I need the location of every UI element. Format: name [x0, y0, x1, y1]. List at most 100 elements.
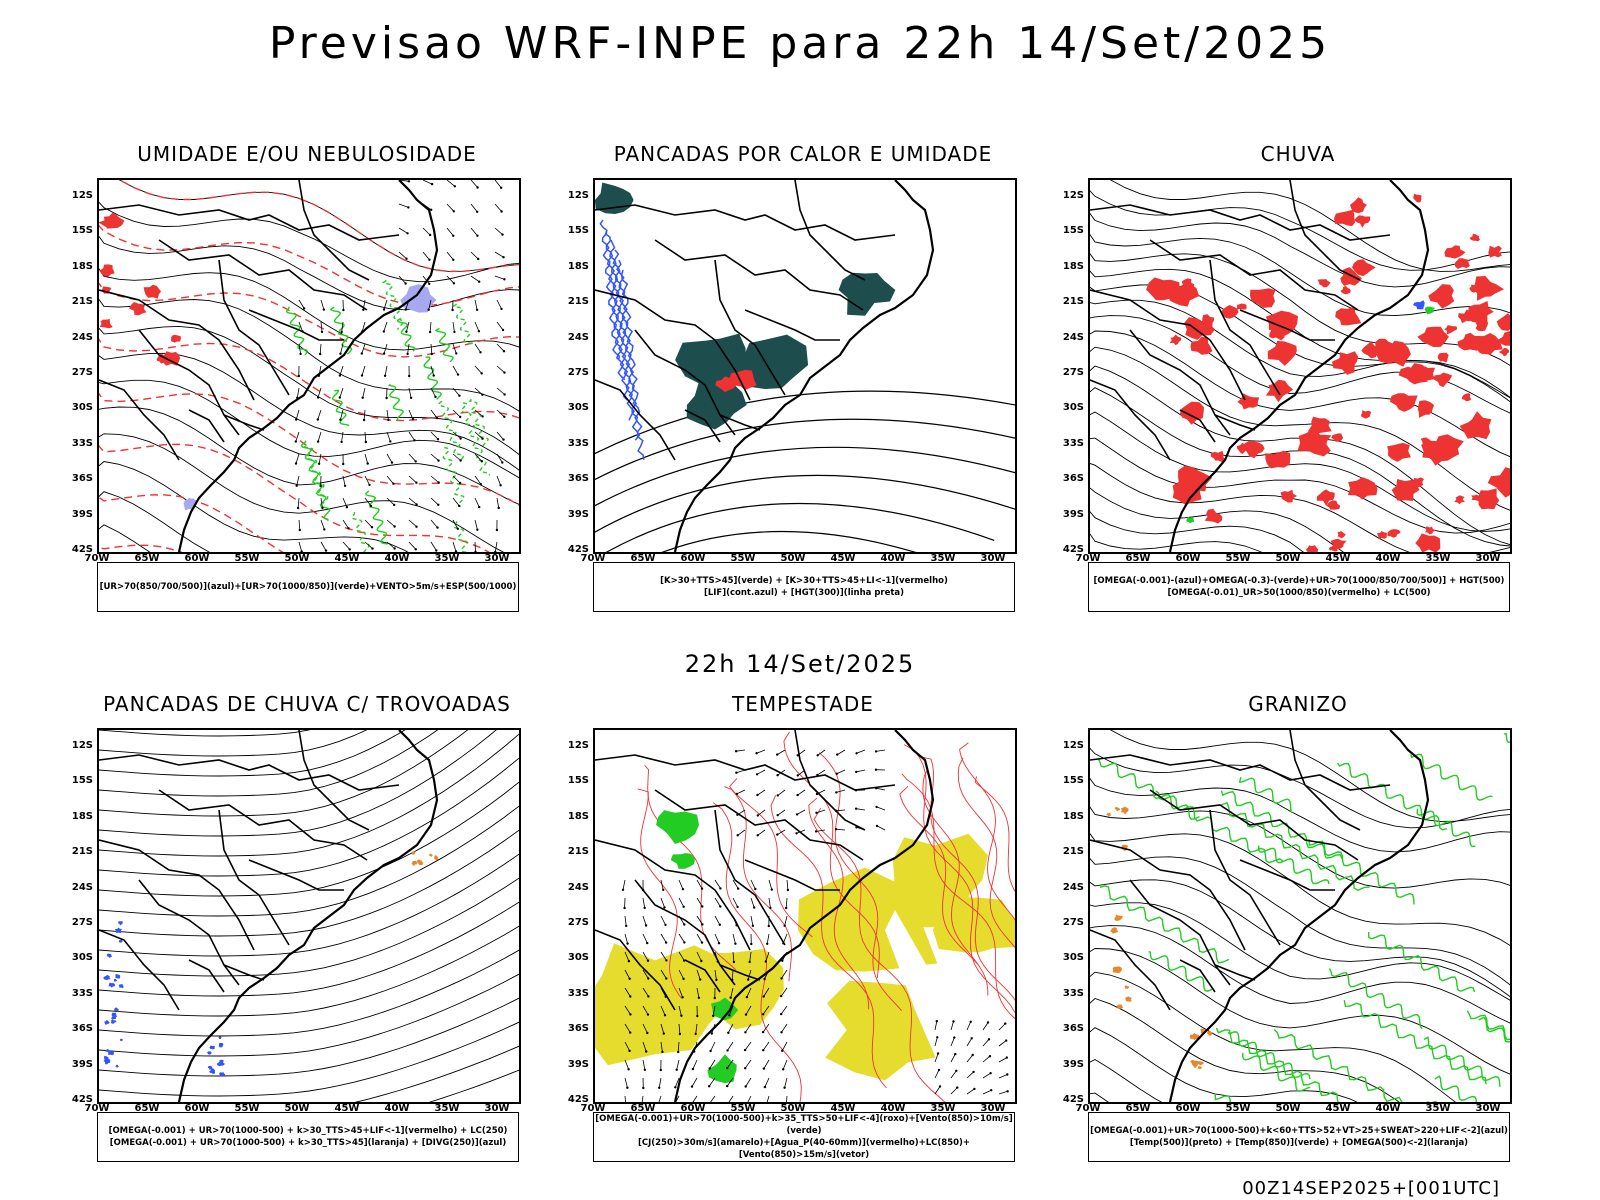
wind-vector [386, 431, 391, 442]
wind-vector [744, 1059, 752, 1069]
vector-head [743, 1048, 747, 1052]
wind-vector [934, 1069, 940, 1079]
wind-vector [817, 749, 826, 756]
wind-vector [710, 1095, 716, 1102]
wind-vector [470, 227, 478, 236]
lon-tick-label: 60W [1175, 1103, 1201, 1114]
legend-line: [CJ(250)>30m/s](amarelo)+[Agua_P(40-60mm… [637, 1138, 971, 1160]
vector-head [476, 186, 479, 189]
wind-vector [624, 1023, 631, 1033]
lon-tick-label: 55W [234, 553, 260, 564]
clear-area [885, 910, 995, 1102]
divergence-area [105, 1049, 110, 1053]
vector-head [451, 308, 454, 312]
temp850-contour [1099, 885, 1230, 964]
wind-vector [342, 541, 350, 550]
contour-line [99, 379, 519, 479]
lon-tick-label: 30W [1475, 553, 1501, 564]
wind-vector [496, 321, 504, 331]
wind-vector [361, 365, 366, 376]
state-border [99, 839, 255, 951]
wind-vector [319, 343, 322, 355]
rain-area [1415, 533, 1441, 552]
omega500-area [1198, 1061, 1204, 1066]
vector-head [970, 1037, 973, 1040]
footer-run-label: 00Z14SEP2025+[001UTC] [1242, 1178, 1500, 1199]
shaded-area [500, 502, 519, 526]
wind-vector [784, 915, 788, 926]
wind-vector [474, 453, 483, 462]
wind-vector [430, 343, 433, 355]
wind-vector [297, 497, 300, 509]
lat-tick-label: 12S [71, 740, 93, 751]
wind-vector [950, 1021, 954, 1031]
contour-line [1090, 511, 1304, 552]
panel-legend: [OMEGA(-0.001)+UR>70(1000-500)+k<60+TTS>… [1088, 1112, 1510, 1162]
vector-head [675, 1068, 678, 1071]
wind-vector [429, 321, 432, 333]
vector-head [989, 1072, 992, 1075]
rain-area [1328, 544, 1338, 552]
shaded-area [508, 419, 519, 430]
lon-tick-label: 55W [1225, 1103, 1251, 1114]
lon-tick-label: 55W [1225, 553, 1251, 564]
lat-tick-label: 30S [567, 952, 589, 964]
wind-vector [998, 1023, 1006, 1031]
wind-vectors [294, 299, 506, 552]
wind-vector [452, 519, 459, 529]
wind-vector [695, 1023, 698, 1034]
vector-head [780, 1031, 783, 1034]
wind-vector [966, 1021, 972, 1031]
vector-head [456, 527, 459, 530]
wind-vector [709, 1059, 716, 1069]
vector-head [736, 905, 739, 909]
state-border [634, 329, 736, 436]
streamline [99, 949, 519, 1037]
rain-area [1316, 489, 1335, 506]
wind-vector [386, 541, 395, 549]
vector-head [646, 941, 649, 945]
lat-tick-label: 15S [1062, 775, 1084, 787]
wind-vector [383, 343, 388, 354]
vector-head [644, 924, 648, 927]
wind-vector [785, 897, 788, 909]
contour-line [1090, 411, 1510, 532]
vector-head [343, 484, 347, 487]
lon-tick-label: 50W [1275, 1103, 1301, 1114]
vector-head [776, 833, 779, 836]
vector-head [646, 1013, 650, 1016]
wind-vector [430, 519, 438, 528]
lat-tick-label: 30S [1062, 402, 1084, 414]
omega500-area [1124, 985, 1130, 989]
vector-head [383, 374, 387, 377]
wind-vector [383, 299, 388, 310]
contour-line [99, 325, 519, 455]
wind-vector [430, 431, 439, 440]
vector-head [474, 550, 477, 552]
water-contour [899, 785, 978, 964]
wind-vector [470, 203, 478, 213]
vector-head [835, 772, 838, 775]
vector-head [776, 814, 779, 817]
lon-tick-label: 50W [284, 553, 310, 564]
state-border [714, 259, 786, 396]
wind-vector [642, 987, 649, 997]
contour-line [99, 392, 519, 507]
vector-head [413, 439, 416, 442]
lon-tick-label: 40W [1375, 553, 1401, 564]
wind-vector [982, 1022, 989, 1031]
wind-vector [696, 951, 702, 962]
vector-head [503, 278, 506, 281]
rain-area [1243, 441, 1265, 459]
wind-vector [446, 180, 456, 187]
vector-head [990, 1089, 993, 1092]
humidity-contour [302, 440, 329, 504]
vector-head [665, 977, 668, 980]
omega500-area [1110, 927, 1119, 934]
humidity-contour [452, 303, 475, 346]
vector-head [339, 352, 342, 355]
rain-area [1265, 379, 1294, 403]
temp850-contour [1220, 790, 1343, 860]
wind-vector [660, 1005, 666, 1016]
vector-head [755, 773, 759, 776]
